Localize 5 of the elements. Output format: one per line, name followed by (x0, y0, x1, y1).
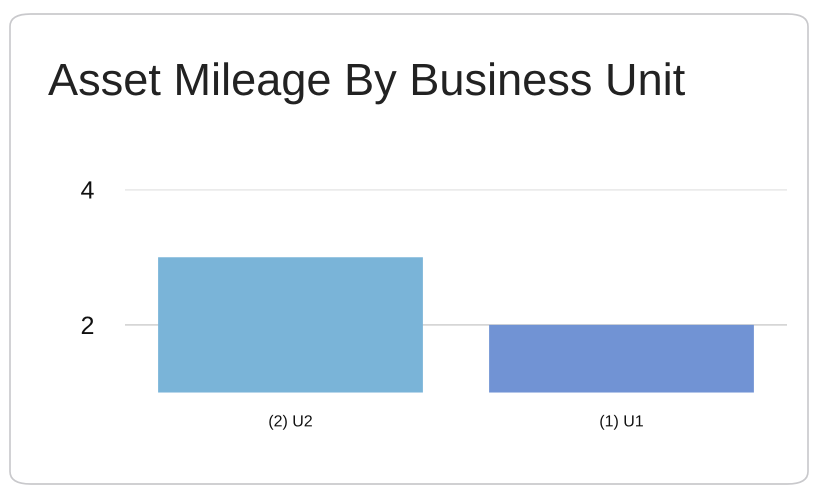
y-tick-label: 2 (82, 316, 94, 334)
x-tick-label: (2) U2 (269, 414, 312, 430)
x-tick-label: (1) U1 (600, 414, 643, 430)
chart-title: Asset Mileage By Business Unit (48, 62, 685, 104)
y-tick-label: 4 (81, 181, 94, 199)
